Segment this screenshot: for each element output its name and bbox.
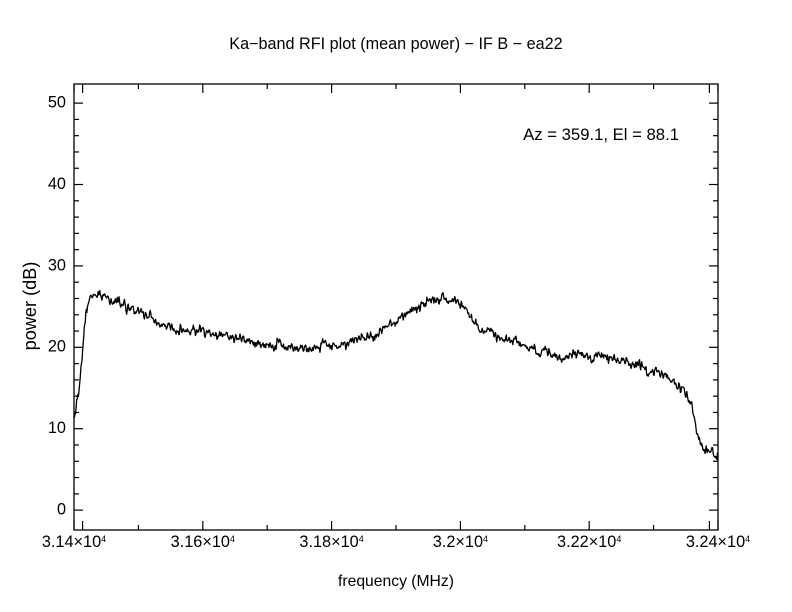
svg-text:50: 50 <box>48 94 66 112</box>
svg-text:20: 20 <box>48 338 66 356</box>
svg-text:40: 40 <box>48 175 66 193</box>
svg-text:Ka−band RFI plot (mean power): Ka−band RFI plot (mean power) − IF B − e… <box>229 35 562 53</box>
svg-text:frequency (MHz): frequency (MHz) <box>338 573 454 590</box>
svg-text:3.18×104: 3.18×104 <box>299 533 363 551</box>
svg-text:power (dB): power (dB) <box>20 262 40 351</box>
svg-text:10: 10 <box>48 419 66 437</box>
svg-text:Az = 359.1, El = 88.1: Az = 359.1, El = 88.1 <box>523 125 679 144</box>
svg-text:30: 30 <box>48 256 66 274</box>
svg-text:3.24×104: 3.24×104 <box>686 533 750 551</box>
svg-text:3.14×104: 3.14×104 <box>42 533 106 551</box>
svg-text:3.22×104: 3.22×104 <box>557 533 621 551</box>
svg-text:0: 0 <box>57 501 66 519</box>
svg-text:3.2×104: 3.2×104 <box>433 533 488 551</box>
svg-text:3.16×104: 3.16×104 <box>171 533 235 551</box>
